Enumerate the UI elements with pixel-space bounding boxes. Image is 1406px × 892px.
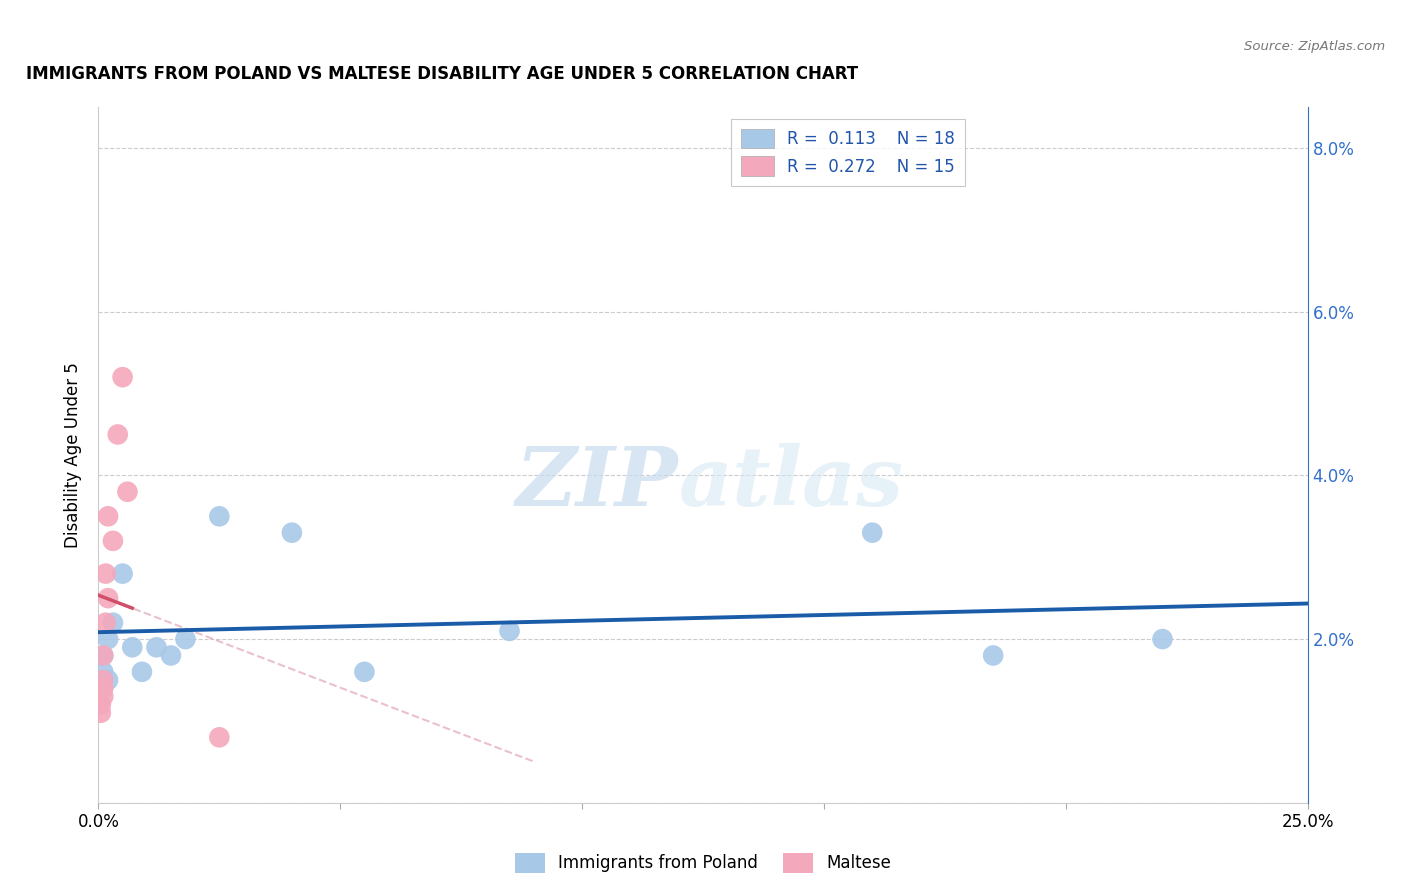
- Point: [91, 673, 114, 687]
- Point: [860, 525, 883, 540]
- Point: [281, 525, 304, 540]
- Text: Source: ZipAtlas.com: Source: ZipAtlas.com: [1244, 40, 1385, 54]
- Text: ZIP: ZIP: [516, 442, 679, 523]
- Point: [121, 640, 143, 655]
- Point: [353, 665, 375, 679]
- Point: [101, 533, 124, 548]
- Point: [94, 566, 117, 581]
- Point: [111, 566, 134, 581]
- Point: [1152, 632, 1174, 646]
- Point: [94, 615, 117, 630]
- Point: [91, 690, 114, 704]
- Point: [107, 427, 129, 442]
- Point: [97, 509, 120, 524]
- Point: [208, 509, 231, 524]
- Point: [90, 698, 112, 712]
- Legend: R =  0.113    N = 18, R =  0.272    N = 15: R = 0.113 N = 18, R = 0.272 N = 15: [731, 119, 966, 186]
- Legend: Immigrants from Poland, Maltese: Immigrants from Poland, Maltese: [508, 847, 898, 880]
- Point: [145, 640, 167, 655]
- Point: [174, 632, 197, 646]
- Y-axis label: Disability Age Under 5: Disability Age Under 5: [65, 362, 83, 548]
- Point: [117, 484, 139, 499]
- Point: [91, 648, 114, 663]
- Point: [91, 681, 114, 696]
- Point: [160, 648, 183, 663]
- Point: [97, 673, 120, 687]
- Point: [97, 632, 120, 646]
- Point: [131, 665, 153, 679]
- Point: [111, 370, 134, 384]
- Point: [498, 624, 520, 638]
- Point: [101, 615, 124, 630]
- Point: [91, 648, 114, 663]
- Point: [91, 665, 114, 679]
- Point: [97, 591, 120, 606]
- Point: [981, 648, 1004, 663]
- Point: [208, 731, 231, 745]
- Text: atlas: atlas: [679, 442, 904, 523]
- Point: [90, 706, 112, 720]
- Text: IMMIGRANTS FROM POLAND VS MALTESE DISABILITY AGE UNDER 5 CORRELATION CHART: IMMIGRANTS FROM POLAND VS MALTESE DISABI…: [25, 65, 858, 83]
